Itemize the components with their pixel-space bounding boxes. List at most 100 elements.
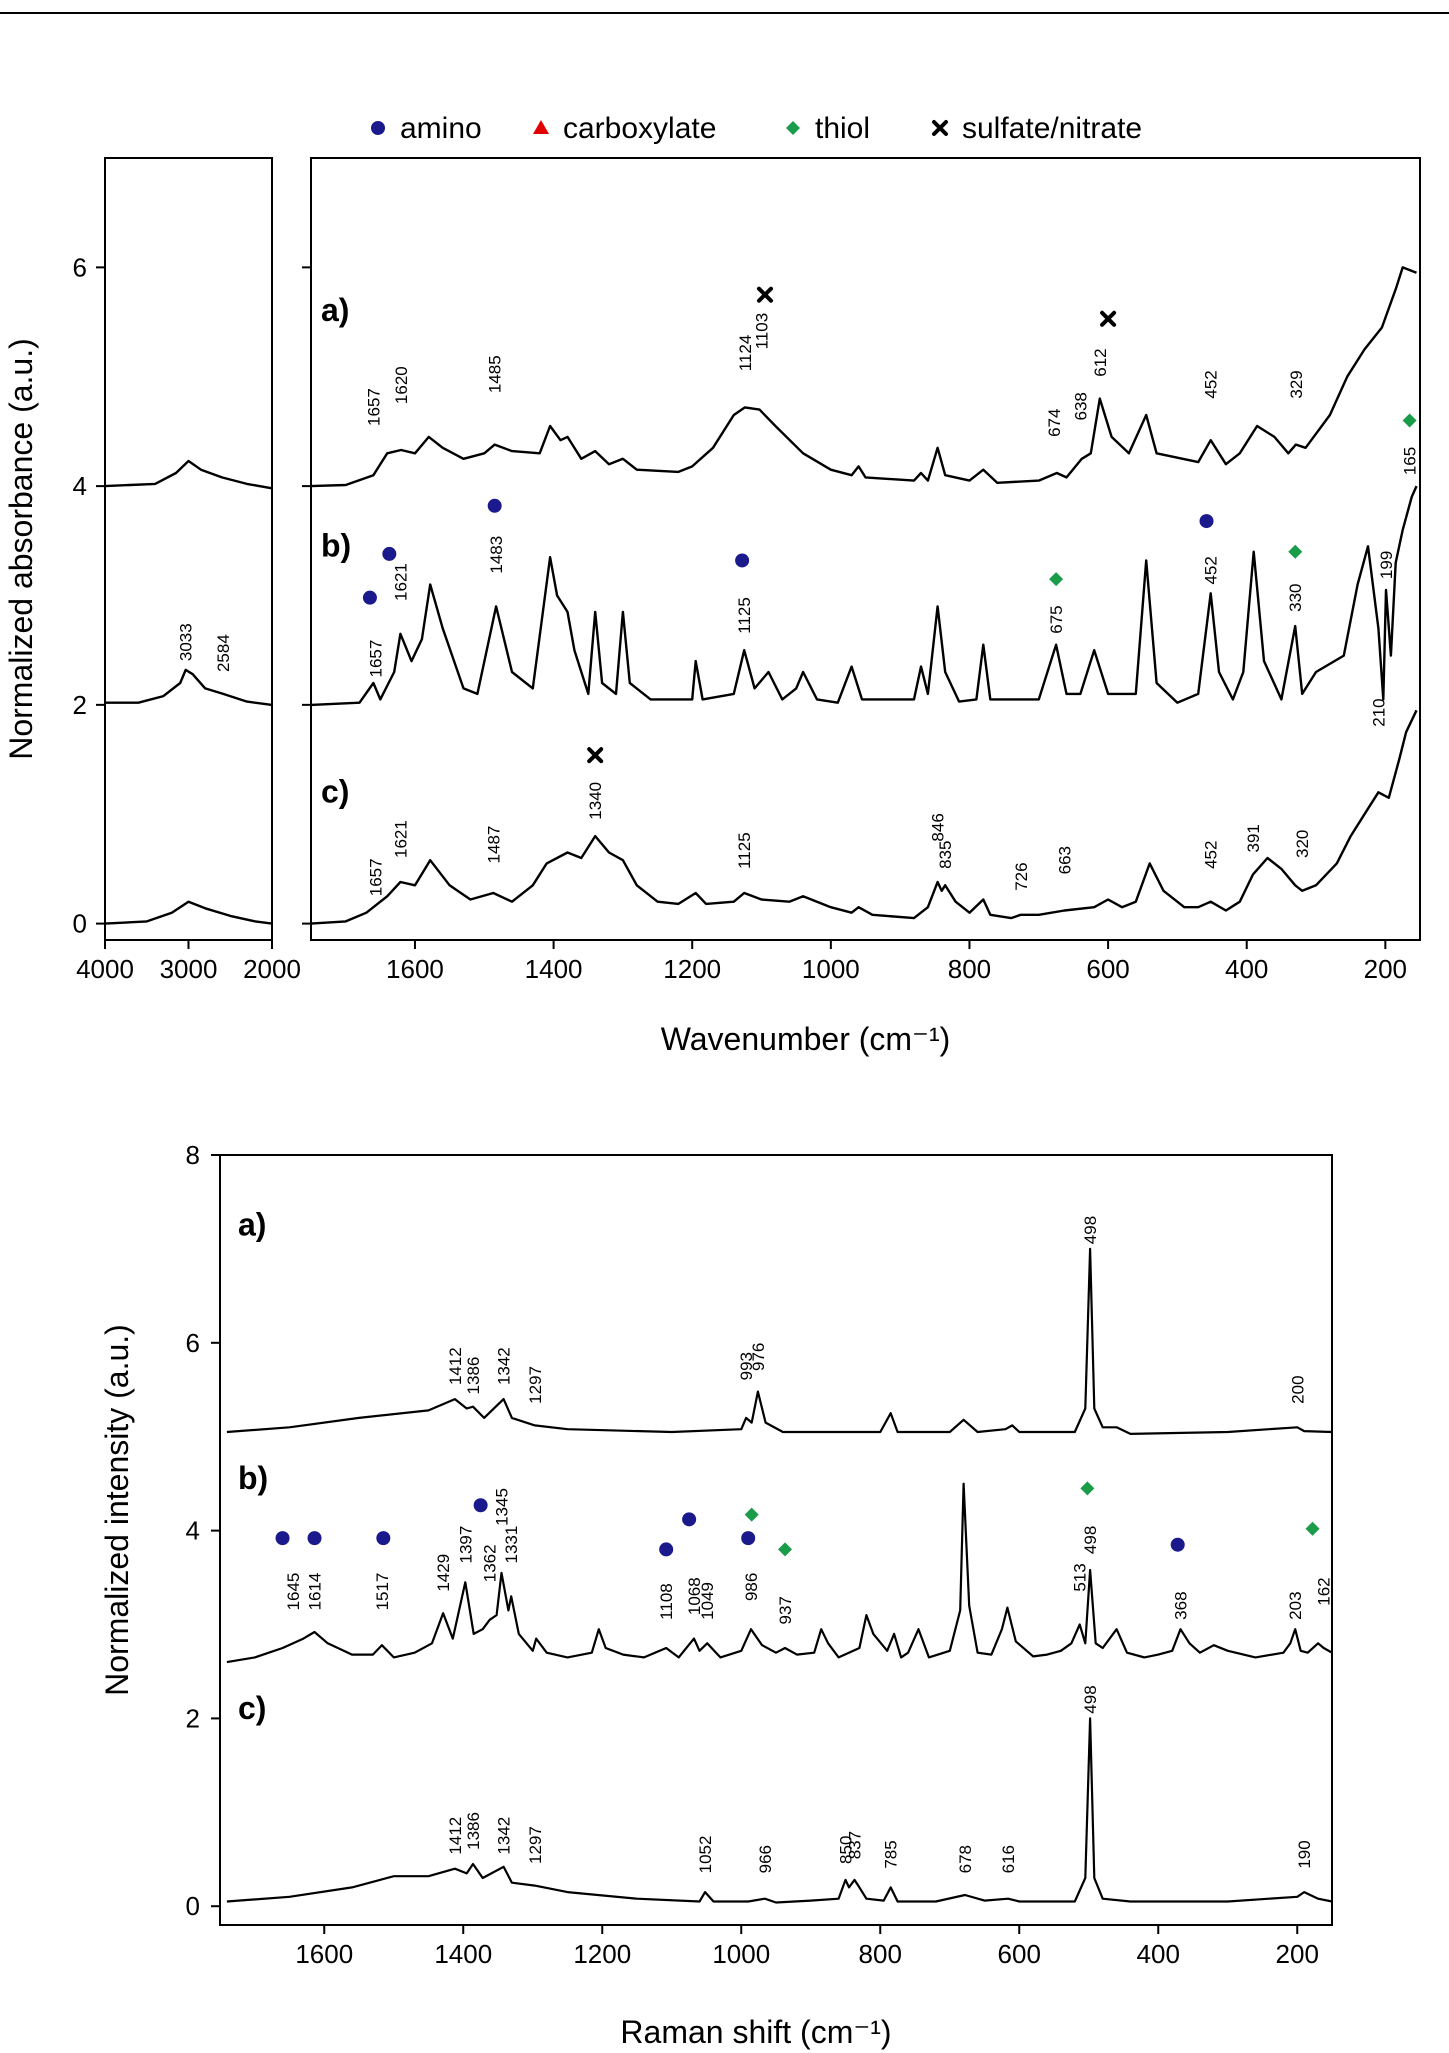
peak-label: 1657 (364, 388, 383, 426)
x-tick-label: 800 (859, 1939, 902, 1969)
y-tick-label: 6 (73, 252, 87, 282)
peak-label: 1620 (392, 366, 411, 404)
peak-label: 498 (1081, 1216, 1100, 1244)
ir-legend: amino carboxylate thiol sulfate/nitrate (371, 112, 1142, 145)
x-tick-label: 600 (1086, 954, 1129, 984)
spectrum-line-high (104, 459, 273, 490)
thiol-marker (1402, 413, 1417, 428)
x-tick-label: 400 (1225, 954, 1268, 984)
peak-label: 162 (1315, 1577, 1334, 1605)
ir-spectrum-chart: 0 2 4 6 4000 3000 2000 1600 1400 1200 1000 800 600 40… (3, 112, 1421, 1057)
thiol-marker (1305, 1521, 1320, 1536)
legend-label: thiol (815, 112, 870, 145)
peak-label: 612 (1091, 348, 1110, 376)
peak-label: 320 (1293, 830, 1312, 858)
peak-label: 452 (1202, 841, 1221, 869)
peak-label: 837 (846, 1831, 865, 1859)
peak-label: 165 (1401, 447, 1420, 475)
amino-marker (275, 1531, 290, 1546)
y-tick-label: 2 (73, 690, 87, 720)
raman-x-axis-label: Raman shift (cm⁻¹) (620, 2014, 891, 2050)
peak-label: 1485 (486, 355, 505, 393)
peak-label: 1412 (446, 1817, 465, 1855)
peak-label: 1049 (698, 1582, 717, 1620)
peak-label: 993 (737, 1352, 756, 1380)
peak-label: 986 (742, 1573, 761, 1601)
legend-item-sulfate-nitrate: sulfate/nitrate (932, 112, 1142, 145)
spectrum-line-low (310, 709, 1418, 925)
peak-label: 1517 (373, 1573, 392, 1611)
y-tick-label: 4 (186, 1516, 200, 1546)
peak-label: 1657 (366, 858, 385, 896)
peak-label: 675 (1047, 605, 1066, 633)
x-tick-label: 1200 (573, 1939, 631, 1969)
series-label: b) (321, 527, 351, 563)
spectrum-line (226, 1247, 1333, 1435)
sulfate-nitrate-marker (587, 747, 604, 764)
spectrum-line-low (310, 266, 1417, 488)
peak-label: 1621 (391, 820, 410, 858)
peak-label: 210 (1369, 698, 1388, 726)
peak-label: 1340 (586, 782, 605, 820)
peak-label: 616 (999, 1845, 1018, 1873)
thiol-marker (1288, 544, 1303, 559)
peak-label: 498 (1081, 1526, 1100, 1554)
sulfate-nitrate-marker (756, 286, 773, 303)
peak-label: 1386 (464, 1812, 483, 1850)
amino-marker (1170, 1537, 1185, 1552)
top-rule (0, 12, 1449, 14)
sulfate-nitrate-marker (932, 120, 948, 136)
y-tick-label: 0 (186, 1891, 200, 1921)
thiol-marker (744, 1507, 759, 1522)
series-label: a) (238, 1206, 266, 1242)
peak-label: 1331 (502, 1526, 521, 1564)
amino-marker (362, 590, 377, 605)
series-label: c) (321, 773, 349, 809)
legend-label: sulfate/nitrate (962, 112, 1142, 145)
x-tick-label: 2000 (243, 954, 301, 984)
raman-y-axis-label: Normalized intensity (a.u.) (99, 1324, 135, 1696)
amino-marker (735, 553, 750, 568)
peak-label: 846 (929, 813, 948, 841)
peak-label: 452 (1202, 370, 1221, 398)
y-tick-label: 6 (186, 1328, 200, 1358)
x-tick-label: 1600 (386, 954, 444, 984)
x-tick-label: 400 (1137, 1939, 1180, 1969)
ir-series-b: b) 1657 1621 1483 3033 2584 1125 675 452 330 199 (105, 485, 1418, 707)
peak-label: 1397 (456, 1526, 475, 1564)
peak-label: 1345 (492, 1488, 511, 1526)
peak-label: 1342 (495, 1817, 514, 1855)
x-tick-label: 1600 (295, 1939, 353, 1969)
amino-marker (371, 121, 385, 135)
peak-label: 452 (1202, 556, 1221, 584)
peak-label: 2584 (214, 634, 233, 672)
peak-label: 3033 (177, 623, 196, 661)
x-tick-label: 600 (998, 1939, 1041, 1969)
legend-label: amino (400, 112, 482, 145)
peak-label: 1483 (487, 536, 506, 574)
y-tick-label: 8 (186, 1140, 200, 1170)
spectrum-line-high (104, 900, 273, 925)
thiol-marker (1049, 572, 1064, 587)
peak-label: 1124 (736, 335, 755, 372)
y-tick-label: 2 (186, 1703, 200, 1733)
amino-marker (487, 498, 502, 513)
thiol-marker (1080, 1481, 1095, 1496)
peak-label: 1125 (735, 832, 754, 869)
raman-frame (219, 1154, 1333, 1926)
ir-y-axis-label: Normalized absorbance (a.u.) (3, 338, 39, 760)
peak-label: 1068 (685, 1577, 704, 1615)
x-tick-label: 4000 (76, 954, 134, 984)
amino-marker (1199, 514, 1214, 529)
peak-label: 368 (1171, 1591, 1190, 1619)
x-tick-label: 1000 (802, 954, 860, 984)
peak-label: 966 (756, 1845, 775, 1873)
x-tick-label: 200 (1364, 954, 1407, 984)
peak-label: 1614 (306, 1573, 325, 1611)
peak-label: 1487 (484, 826, 503, 864)
peak-label: 1386 (464, 1357, 483, 1395)
ir-low-frame (310, 157, 1421, 941)
peak-label: 1125 (735, 597, 754, 634)
